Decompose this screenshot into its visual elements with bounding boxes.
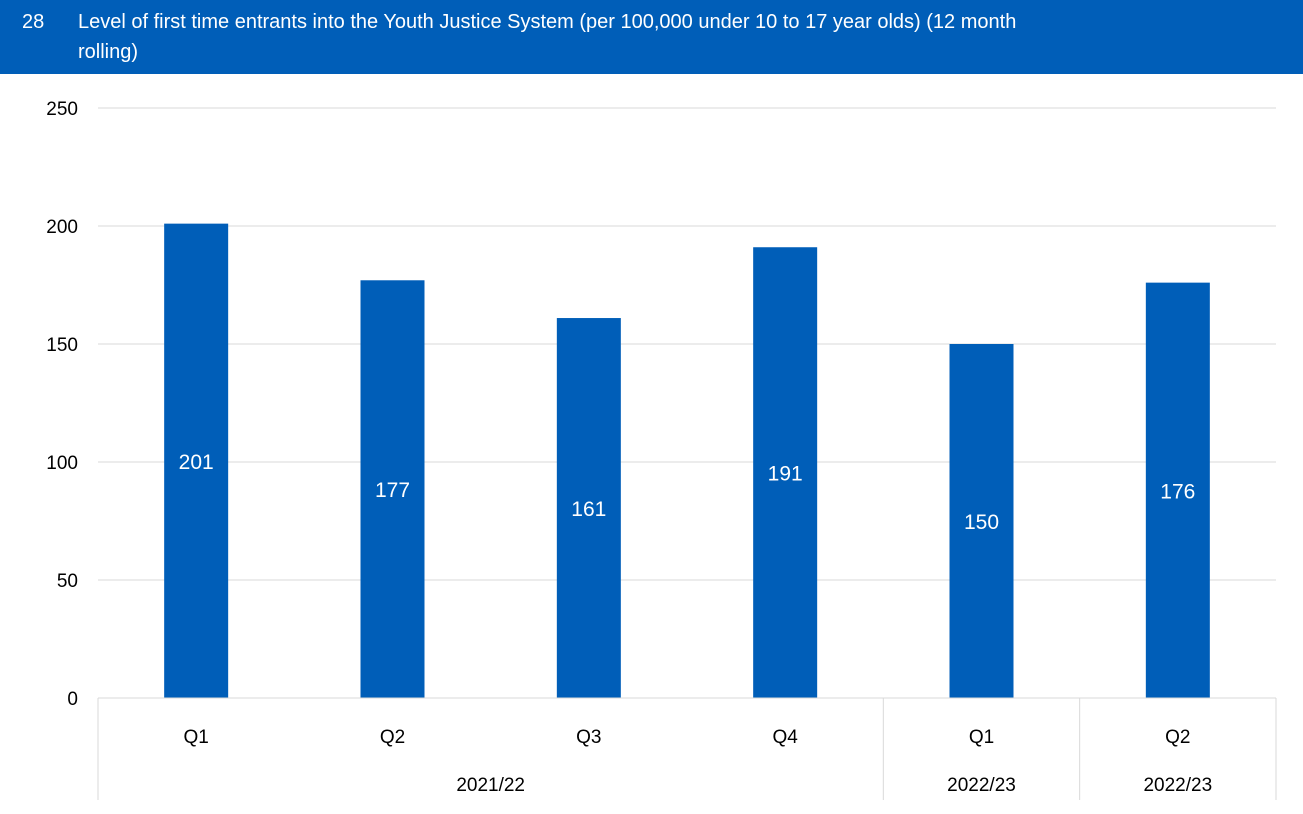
bar [360,280,425,698]
bar [556,318,621,698]
x-tick-label: Q1 [969,727,994,748]
y-tick-label: 250 [46,99,78,120]
x-group-label: 2022/23 [947,775,1016,796]
data-label: 176 [1160,480,1195,503]
x-tick-label: Q1 [183,727,208,748]
chart-header: 28 Level of first time entrants into the… [0,0,1303,74]
y-tick-label: 150 [46,335,78,356]
data-label: 201 [179,451,214,474]
bar [753,247,818,699]
chart-number: 28 [22,11,45,33]
chart-title: Level of first time entrants into the Yo… [78,11,1017,63]
data-label: 191 [768,463,803,486]
bar [164,223,229,698]
x-tick-label: Q4 [772,727,798,748]
y-axis: 0 50 100 150 200 250 [46,99,78,710]
y-tick-label: 0 [67,689,78,710]
gridlines [98,107,1276,581]
data-label: 177 [375,479,410,502]
y-tick-label: 100 [46,453,78,474]
x-tick-label: Q3 [576,727,601,748]
x-axis: Q1 Q2 Q3 Q4 Q1 Q2 2021/22 2022/23 2022/23 [97,697,1277,800]
bar [949,344,1014,698]
x-group-label: 2021/22 [456,775,525,796]
x-tick-label: Q2 [380,727,405,748]
x-tick-label: Q2 [1165,727,1190,748]
bar [1145,282,1210,698]
data-label: 150 [964,511,999,534]
y-tick-label: 200 [46,217,78,238]
x-group-label: 2022/23 [1143,775,1212,796]
y-tick-label: 50 [57,571,78,592]
data-label: 161 [571,498,606,521]
bars: 201 177 161 191 150 176 [164,223,1210,699]
